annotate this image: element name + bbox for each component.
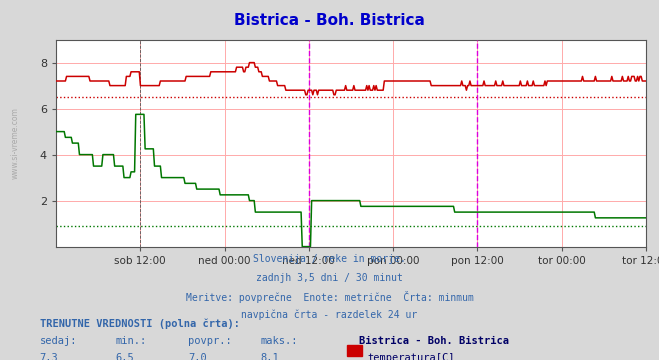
Text: Meritve: povprečne  Enote: metrične  Črta: minmum: Meritve: povprečne Enote: metrične Črta:…	[186, 291, 473, 303]
Text: TRENUTNE VREDNOSTI (polna črta):: TRENUTNE VREDNOSTI (polna črta):	[40, 319, 239, 329]
Text: sedaj:: sedaj:	[40, 336, 77, 346]
Text: navpična črta - razdelek 24 ur: navpična črta - razdelek 24 ur	[241, 310, 418, 320]
Text: 8,1: 8,1	[260, 353, 279, 360]
Text: maks.:: maks.:	[260, 336, 298, 346]
Text: temperatura[C]: temperatura[C]	[368, 353, 455, 360]
Text: povpr.:: povpr.:	[188, 336, 231, 346]
Text: 6,5: 6,5	[115, 353, 134, 360]
Text: Bistrica - Boh. Bistrica: Bistrica - Boh. Bistrica	[234, 13, 425, 28]
Text: 7,0: 7,0	[188, 353, 206, 360]
Text: zadnjh 3,5 dni / 30 minut: zadnjh 3,5 dni / 30 minut	[256, 273, 403, 283]
Text: Slovenija / reke in morje.: Slovenija / reke in morje.	[253, 254, 406, 264]
Text: www.si-vreme.com: www.si-vreme.com	[11, 107, 19, 179]
Text: min.:: min.:	[115, 336, 146, 346]
Text: 7,3: 7,3	[40, 353, 58, 360]
Text: Bistrica - Boh. Bistrica: Bistrica - Boh. Bistrica	[359, 336, 509, 346]
